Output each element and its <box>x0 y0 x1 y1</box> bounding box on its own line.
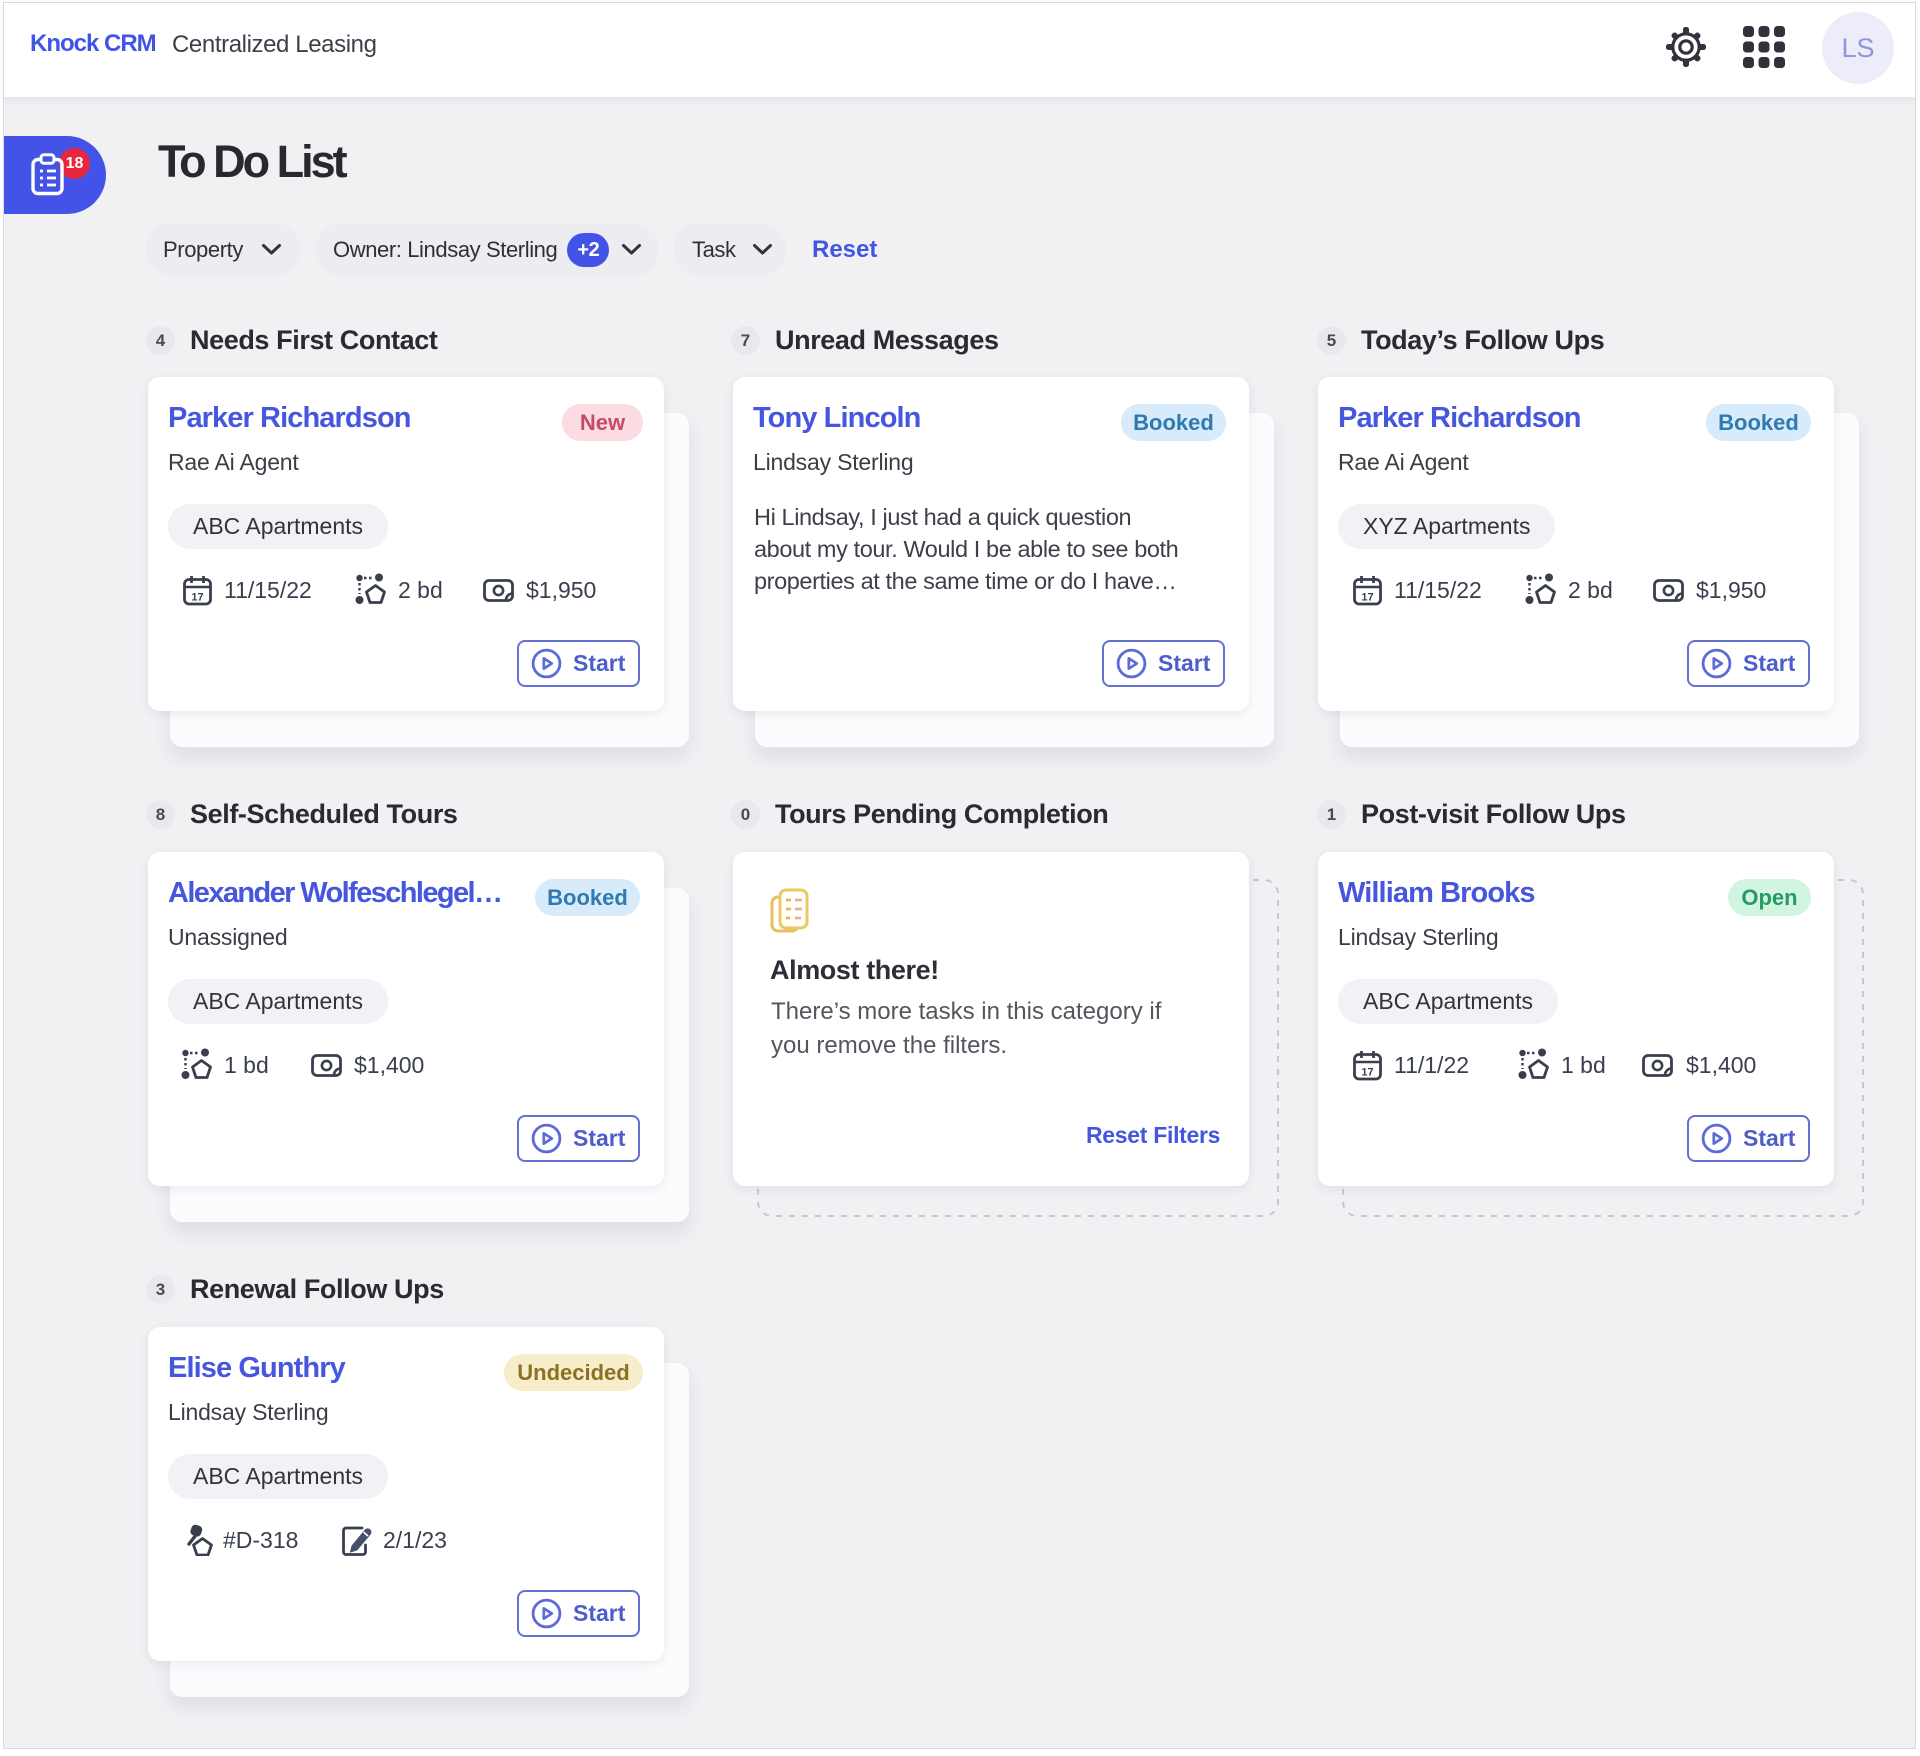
svg-text:17: 17 <box>1361 592 1373 604</box>
svg-text:17: 17 <box>191 592 203 604</box>
svg-text:17: 17 <box>1361 1067 1373 1079</box>
